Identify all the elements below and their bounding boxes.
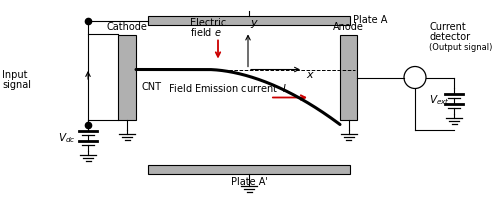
Bar: [148, 16, 350, 25]
Text: Current: Current: [429, 22, 466, 32]
Text: detector: detector: [429, 32, 470, 42]
Text: $x$: $x$: [306, 71, 315, 80]
Bar: [118, 35, 136, 120]
Bar: [148, 165, 350, 174]
Text: CNT: CNT: [141, 81, 161, 92]
Bar: [340, 35, 357, 120]
Text: Plate A: Plate A: [353, 15, 388, 25]
Text: Cathode: Cathode: [106, 22, 148, 32]
Text: (Output signal): (Output signal): [429, 43, 492, 52]
Text: $y$: $y$: [250, 17, 259, 29]
Text: signal: signal: [2, 80, 31, 90]
Text: field $e$: field $e$: [190, 25, 222, 38]
Text: Plate A': Plate A': [230, 177, 268, 187]
Text: Electric: Electric: [190, 17, 226, 28]
Text: $V_{dc}$: $V_{dc}$: [58, 131, 76, 145]
Text: Anode: Anode: [333, 22, 364, 32]
Text: Input: Input: [2, 70, 28, 80]
Text: Field Emission current  $I$: Field Emission current $I$: [168, 83, 287, 94]
Text: $V_{ext}$: $V_{ext}$: [429, 94, 450, 107]
